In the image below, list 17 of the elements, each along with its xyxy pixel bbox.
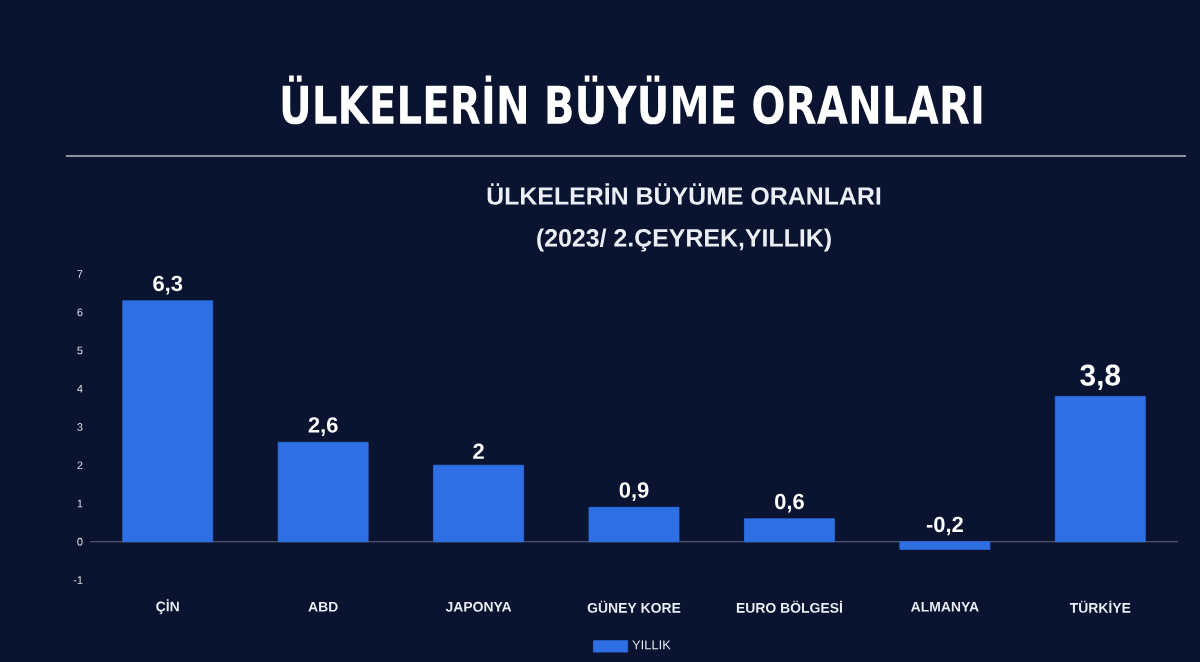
data-label: -0,2 xyxy=(926,516,963,536)
data-label: 2 xyxy=(473,443,484,459)
bar xyxy=(899,541,991,550)
bar xyxy=(277,441,369,543)
bar xyxy=(122,300,214,543)
data-label: 3,8 xyxy=(1080,364,1121,391)
data-label: 6,3 xyxy=(153,275,183,295)
bar xyxy=(744,518,835,543)
bar xyxy=(1054,396,1146,543)
bar xyxy=(433,464,524,543)
chart-title: ÜLKELERİN BÜYÜME ORANLARI xyxy=(282,75,982,125)
data-label: 2,6 xyxy=(308,417,338,436)
text: (2023/ 2.ÇEYREK,YILLIK) xyxy=(537,228,831,252)
bar xyxy=(588,506,680,543)
data-label: 0,9 xyxy=(619,482,649,501)
chart-subtitle: ÜLKELERİN BÜYÜME ORANLARI xyxy=(487,183,881,205)
data-label: 0,6 xyxy=(775,493,804,513)
